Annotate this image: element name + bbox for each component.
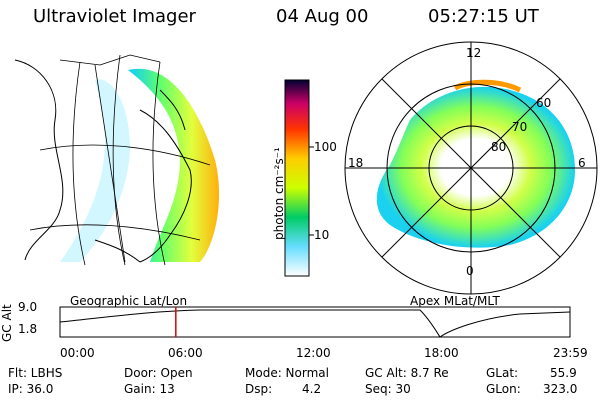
gc-alt-info: GC Alt: 8.7 Re (365, 366, 449, 380)
time-tick-1200: 12:00 (296, 346, 331, 360)
aurora-oval-geographic (128, 68, 220, 262)
polar-grid (345, 42, 597, 294)
time-tick-1800: 18:00 (424, 346, 459, 360)
door-info: Door: Open (124, 366, 193, 380)
geo-grid (29, 54, 211, 266)
colorbar-tick-10: 10 (314, 228, 330, 242)
gain-info: Gain: 13 (124, 382, 175, 396)
alt-axis-label: GC Alt (0, 304, 14, 342)
mlt-label-6: 6 (578, 156, 586, 170)
glon-value: 323.0 (543, 382, 578, 396)
mlat-label-70: 70 (512, 120, 528, 134)
colorbar-tick-100: 100 (314, 140, 337, 154)
date-label: 04 Aug 00 (276, 6, 369, 27)
time-tick-0000: 00:00 (60, 346, 95, 360)
apex-caption: Apex MLat/MLT (410, 294, 500, 308)
ip-info: IP: 36.0 (8, 382, 54, 396)
glon-label: GLon: (486, 382, 521, 396)
instrument-title: Ultraviolet Imager (33, 6, 196, 27)
geographic-caption: Geographic Lat/Lon (70, 294, 188, 308)
time-tick-2359: 23:59 (553, 346, 588, 360)
dsp-value: 4.2 (302, 382, 322, 396)
dsp-label: Dsp: (245, 382, 273, 396)
aurora-oval-polar (376, 86, 575, 248)
glat-label: GLat: (486, 366, 519, 380)
filter-info: Flt: LBHS (8, 366, 63, 380)
mlat-label-80: 80 (491, 140, 507, 154)
mlt-label-0: 0 (466, 264, 474, 278)
mode-info: Mode: Normal (245, 366, 329, 380)
coastlines (14, 59, 192, 263)
mlat-label-60: 60 (536, 96, 552, 110)
mlt-label-18: 18 (348, 156, 364, 170)
time-tick-0600: 06:00 (168, 346, 203, 360)
glat-value: 55.9 (550, 366, 577, 380)
seq-info: Seq: 30 (365, 382, 411, 396)
alt-tick-9: 9.0 (18, 300, 38, 314)
mlt-label-12: 12 (466, 46, 482, 60)
alt-tick-1-8: 1.8 (18, 322, 38, 336)
time-label: 05:27:15 UT (428, 6, 539, 27)
